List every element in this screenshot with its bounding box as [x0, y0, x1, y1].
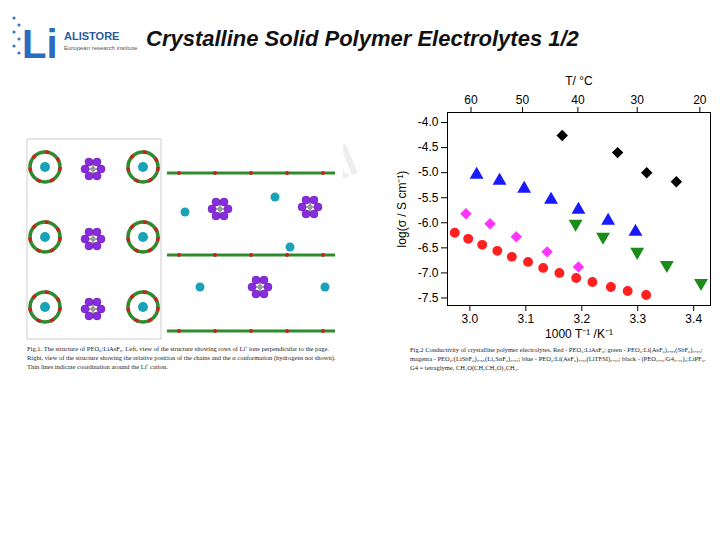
svg-text:-6.5: -6.5	[418, 241, 439, 255]
svg-text:log(σ / S cm⁻¹): log(σ / S cm⁻¹)	[395, 171, 409, 248]
svg-text:3.4: 3.4	[685, 312, 702, 326]
html-text:Fig.1. The structure of PEO₆:L: Fig.1. The structure of PEO₆:LiAsF₆. Lef…	[27, 345, 336, 370]
svg-text:40: 40	[571, 93, 585, 107]
svg-text:3.0: 3.0	[462, 312, 479, 326]
svg-text:European research institute: European research institute	[64, 45, 138, 51]
svg-text:1000 T⁻¹ /K⁻¹: 1000 T⁻¹ /K⁻¹	[545, 327, 613, 341]
svg-text:-7.0: -7.0	[418, 266, 439, 280]
svg-text:-5.5: -5.5	[418, 191, 439, 205]
svg-text:60: 60	[464, 93, 478, 107]
svg-text:-7.5: -7.5	[418, 291, 439, 305]
svg-text:3.3: 3.3	[629, 312, 646, 326]
svg-text:ALISTORE: ALISTORE	[64, 30, 119, 42]
svg-text:-4.5: -4.5	[418, 140, 439, 154]
svg-text:20: 20	[693, 93, 707, 107]
svg-text:3.1: 3.1	[517, 312, 534, 326]
svg-text:T/ °C: T/ °C	[565, 74, 593, 88]
html-text:Fig.2 Conductivity of crystall: Fig.2 Conductivity of crystalline polyme…	[410, 346, 706, 371]
svg-text:-4.0: -4.0	[418, 115, 439, 129]
html-text:Crystalline Solid Polymer Elec: Crystalline Solid Polymer Electrolytes 1…	[146, 26, 579, 51]
svg-text:50: 50	[516, 93, 530, 107]
svg-text:Li: Li	[22, 22, 58, 66]
html-text:Confidential: Confidential	[110, 134, 364, 276]
svg-text:3.2: 3.2	[573, 312, 590, 326]
svg-text:-6.0: -6.0	[418, 216, 439, 230]
svg-text:30: 30	[631, 93, 645, 107]
svg-text:-5.0: -5.0	[418, 165, 439, 179]
